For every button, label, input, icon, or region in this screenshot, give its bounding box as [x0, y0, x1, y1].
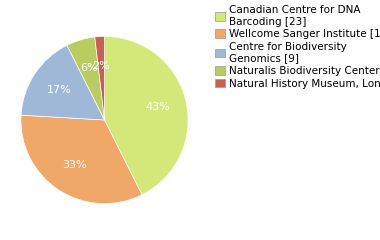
Wedge shape — [67, 37, 104, 120]
Text: 33%: 33% — [62, 160, 87, 170]
Text: 43%: 43% — [145, 102, 170, 113]
Wedge shape — [21, 45, 104, 120]
Text: 2%: 2% — [92, 61, 110, 71]
Text: 6%: 6% — [80, 63, 98, 73]
Wedge shape — [95, 36, 105, 120]
Wedge shape — [105, 36, 188, 195]
Wedge shape — [21, 115, 142, 204]
Text: 17%: 17% — [47, 85, 71, 95]
Legend: Canadian Centre for DNA
Barcoding [23], Wellcome Sanger Institute [18], Centre f: Canadian Centre for DNA Barcoding [23], … — [214, 4, 380, 90]
